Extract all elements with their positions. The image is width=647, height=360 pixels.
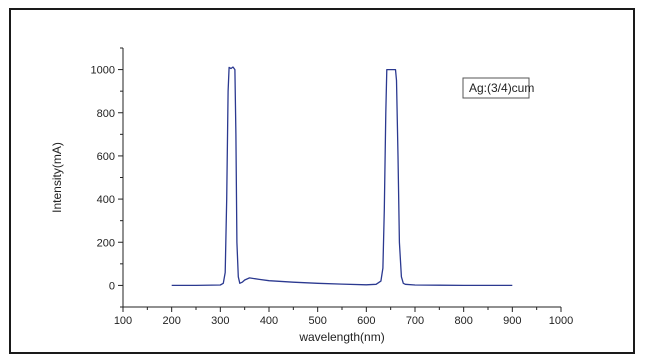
y-axis-title: Intensity(mA) xyxy=(50,142,64,213)
y-tick-label: 400 xyxy=(97,194,115,206)
y-tick-label: 0 xyxy=(109,280,115,292)
series-line xyxy=(171,66,513,287)
y-tick-label: 200 xyxy=(97,237,115,249)
x-tick-label: 200 xyxy=(162,315,180,327)
axes: 100 200 300 400 500 600 700 800 900 1000 0 200 400 60… xyxy=(50,47,573,344)
legend: Ag:(3/4)cum xyxy=(462,77,534,99)
plot-area xyxy=(171,66,513,287)
y-tick-label: 600 xyxy=(97,151,115,163)
chart-frame: 100 200 300 400 500 600 700 800 900 1000 0 200 400 60… xyxy=(9,8,635,354)
x-tick-label: 600 xyxy=(357,315,375,327)
legend-label: Ag:(3/4)cum xyxy=(469,81,534,95)
chart-svg: 100 200 300 400 500 600 700 800 900 1000 0 200 400 60… xyxy=(50,47,573,344)
legend-box xyxy=(462,77,530,99)
x-axis-title: wavelength(nm) xyxy=(298,330,384,344)
x-tick-label: 800 xyxy=(454,315,472,327)
x-tick-label: 300 xyxy=(211,315,229,327)
x-tick-label: 500 xyxy=(308,315,326,327)
y-tick-label: 1000 xyxy=(91,65,115,77)
x-tick-label: 700 xyxy=(406,315,424,327)
x-tick-label: 1000 xyxy=(549,315,573,327)
x-tick-label: 100 xyxy=(114,315,132,327)
x-tick-label: 900 xyxy=(503,315,521,327)
y-tick-label: 800 xyxy=(97,108,115,120)
x-tick-label: 400 xyxy=(260,315,278,327)
